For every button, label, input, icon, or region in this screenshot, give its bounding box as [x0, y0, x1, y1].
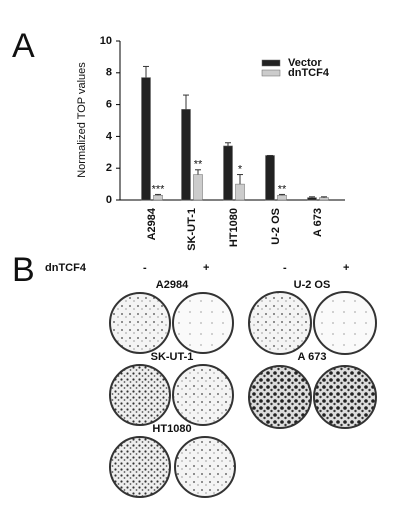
error-bar	[279, 193, 285, 196]
y-axis-label: Normalized TOP values	[76, 62, 88, 178]
dish	[172, 292, 234, 354]
x-tick-label: A 673	[312, 208, 324, 237]
cell-line: HT1080	[152, 423, 191, 435]
bar	[181, 109, 191, 201]
bar	[319, 197, 329, 201]
dish	[313, 291, 377, 355]
dishes	[109, 291, 377, 498]
error-bar	[309, 196, 315, 198]
dish	[248, 365, 312, 429]
legend-swatch	[261, 59, 281, 67]
legend-label: Vector	[288, 57, 322, 69]
cell-line: A 673	[298, 351, 327, 363]
y-tick-label: 8	[106, 67, 112, 79]
error-bar	[321, 196, 327, 198]
significance: *	[238, 163, 243, 175]
bar	[141, 77, 151, 201]
treatment-label: dnTCF4	[45, 262, 87, 274]
dish	[109, 292, 171, 354]
bar	[193, 174, 203, 201]
cell-line: SK-UT-1	[151, 351, 194, 363]
panel-label: B	[12, 251, 35, 289]
legend-label: dnTCF4	[288, 67, 330, 79]
significance: **	[278, 183, 287, 195]
sign: +	[203, 262, 209, 274]
error-bar	[225, 142, 231, 146]
y-tick-label: 0	[106, 194, 112, 206]
bar	[307, 197, 317, 201]
bar	[223, 145, 233, 201]
error-bar	[195, 169, 201, 175]
bar	[265, 155, 275, 201]
sign: -	[143, 262, 147, 274]
cell-line: A2984	[156, 279, 189, 291]
x-tick-label: SK-UT-1	[186, 208, 198, 251]
x-tick-label: A2984	[146, 207, 158, 240]
error-bar	[143, 65, 149, 78]
significance: ***	[152, 183, 166, 195]
x-tick-label: U-2 OS	[270, 208, 282, 245]
dish	[248, 291, 312, 355]
y-tick-label: 10	[100, 35, 112, 47]
x-tick-label: HT1080	[228, 208, 240, 247]
dish	[172, 364, 234, 426]
dish	[313, 365, 377, 429]
dish	[109, 364, 171, 426]
bar	[235, 183, 245, 201]
significance: **	[194, 159, 203, 171]
bar	[277, 194, 287, 201]
y-tick-label: 2	[106, 162, 112, 174]
dish	[109, 436, 171, 498]
cell-line: U-2 OS	[294, 279, 331, 291]
error-bar	[183, 94, 189, 110]
dish	[174, 436, 236, 498]
bar	[153, 194, 163, 201]
legend-swatch	[261, 69, 281, 77]
y-tick-label: 6	[106, 99, 112, 111]
y-tick-label: 4	[106, 130, 113, 142]
error-bar	[155, 193, 161, 196]
error-bar	[237, 174, 243, 185]
sign: -	[283, 262, 287, 274]
panel-label: A	[12, 27, 35, 65]
sign: +	[343, 262, 349, 274]
